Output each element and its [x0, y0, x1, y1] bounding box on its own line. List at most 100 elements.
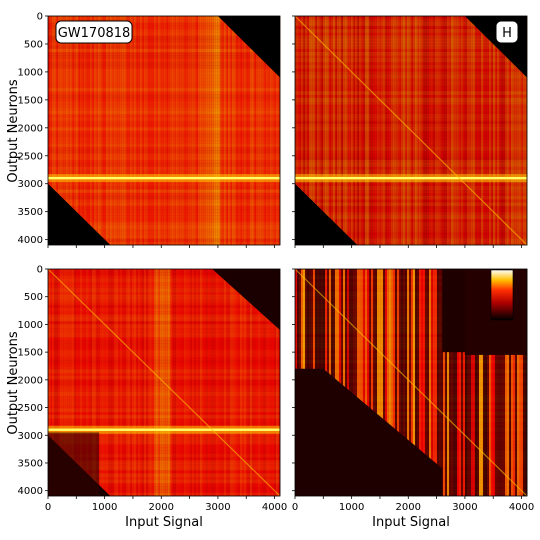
heatmap-row	[295, 241, 527, 246]
heatmap-column	[90, 269, 93, 496]
heatmap-column	[268, 269, 271, 496]
heatmap-column	[264, 16, 267, 245]
heatmap-row	[295, 35, 527, 40]
heatmap-row	[295, 117, 527, 122]
heatmap-column	[357, 16, 360, 245]
heatmap-row	[48, 392, 280, 396]
heatmap-column	[505, 269, 508, 496]
heatmap-row	[295, 48, 527, 53]
heatmap-row	[295, 163, 527, 167]
heatmap-column	[401, 16, 404, 245]
heatmap-row	[295, 71, 527, 76]
heatmap-column	[479, 16, 482, 245]
heatmap-row	[295, 353, 527, 357]
heatmap-column	[122, 269, 125, 496]
heatmap-column	[204, 269, 207, 496]
heatmap-column	[156, 269, 159, 496]
heatmap-row	[295, 382, 527, 387]
heatmap-column	[124, 269, 127, 496]
heatmap-column	[248, 16, 251, 245]
heatmap-row	[48, 32, 280, 37]
heatmap-row	[295, 22, 527, 27]
heatmap-column	[230, 16, 233, 245]
heatmap-row	[295, 307, 527, 312]
heatmap-row	[295, 231, 527, 236]
heatmap-row	[295, 431, 527, 435]
heatmap-column	[485, 16, 488, 245]
panel-frame	[294, 268, 528, 497]
heatmap-column	[489, 16, 492, 245]
heatmap-row	[295, 356, 527, 361]
heatmap-column	[371, 16, 374, 245]
heatmap-row	[295, 392, 527, 396]
heatmap-row	[48, 440, 280, 445]
diagonal-line	[294, 15, 528, 246]
heatmap-column	[80, 269, 83, 496]
heatmap-column	[230, 269, 233, 496]
tick-label: 500	[24, 39, 43, 50]
heatmap-row	[48, 209, 280, 213]
heatmap-column	[132, 269, 135, 496]
dark-lower-left-band	[48, 432, 99, 496]
heatmap-column	[268, 16, 271, 245]
heatmap-row	[295, 166, 527, 171]
heatmap-row	[48, 133, 280, 138]
heatmap-column	[483, 16, 486, 245]
masked-corner-bottom-left	[48, 183, 111, 245]
heatmap-column	[455, 269, 458, 496]
heatmap-row	[295, 288, 527, 293]
heatmap-column	[333, 16, 336, 245]
heatmap-column	[475, 16, 478, 245]
heatmap-row	[295, 101, 527, 105]
heatmap-row	[48, 101, 280, 105]
heatmap-column	[381, 269, 384, 496]
heatmap-column	[445, 16, 448, 245]
heatmap-column	[369, 269, 372, 496]
heatmap-row	[48, 466, 280, 471]
panel-frame	[47, 15, 281, 246]
heatmap-column	[359, 16, 362, 245]
heatmap-row	[295, 199, 527, 203]
heatmap-column	[108, 16, 111, 245]
heatmap-column	[451, 16, 454, 245]
heatmap-row	[48, 320, 280, 325]
heatmap-column	[180, 269, 183, 496]
heatmap-column	[463, 269, 466, 496]
heatmap-row	[48, 48, 280, 53]
heatmap-row	[295, 418, 527, 422]
heatmap-row	[48, 110, 280, 115]
heatmap-row	[48, 314, 280, 319]
heatmap-row	[48, 117, 280, 122]
heatmap-row	[295, 195, 527, 200]
heatmap-column	[224, 269, 227, 496]
heatmap-column	[50, 269, 53, 496]
heatmap-row	[295, 337, 527, 341]
heatmap-column	[172, 269, 175, 496]
masked-corner-top-right	[217, 16, 280, 78]
heatmap-column	[361, 16, 364, 245]
heatmap-column	[389, 16, 392, 245]
heatmap-column	[200, 16, 203, 245]
heatmap-column	[453, 16, 456, 245]
heatmap-row	[48, 153, 280, 158]
heatmap-column	[397, 16, 400, 245]
heatmap-column	[232, 269, 235, 496]
heatmap-row	[295, 19, 527, 23]
heatmap-row	[295, 159, 527, 164]
heatmap-column	[349, 269, 352, 496]
heatmap-column	[136, 269, 139, 496]
tick-label: 4000	[18, 486, 43, 497]
heatmap-column	[236, 269, 239, 496]
heatmap-column	[214, 16, 217, 245]
heatmap-column	[254, 16, 257, 245]
heatmap-column	[84, 269, 87, 496]
heatmap-column	[433, 269, 436, 496]
heatmap-row	[48, 311, 280, 315]
heatmap-column	[495, 269, 498, 496]
heatmap-row	[48, 107, 280, 112]
heatmap-row	[48, 228, 280, 233]
heatmap-column	[86, 269, 89, 496]
heatmap-row	[295, 281, 527, 286]
heatmap-column	[373, 269, 376, 496]
heatmap-row	[48, 366, 280, 370]
